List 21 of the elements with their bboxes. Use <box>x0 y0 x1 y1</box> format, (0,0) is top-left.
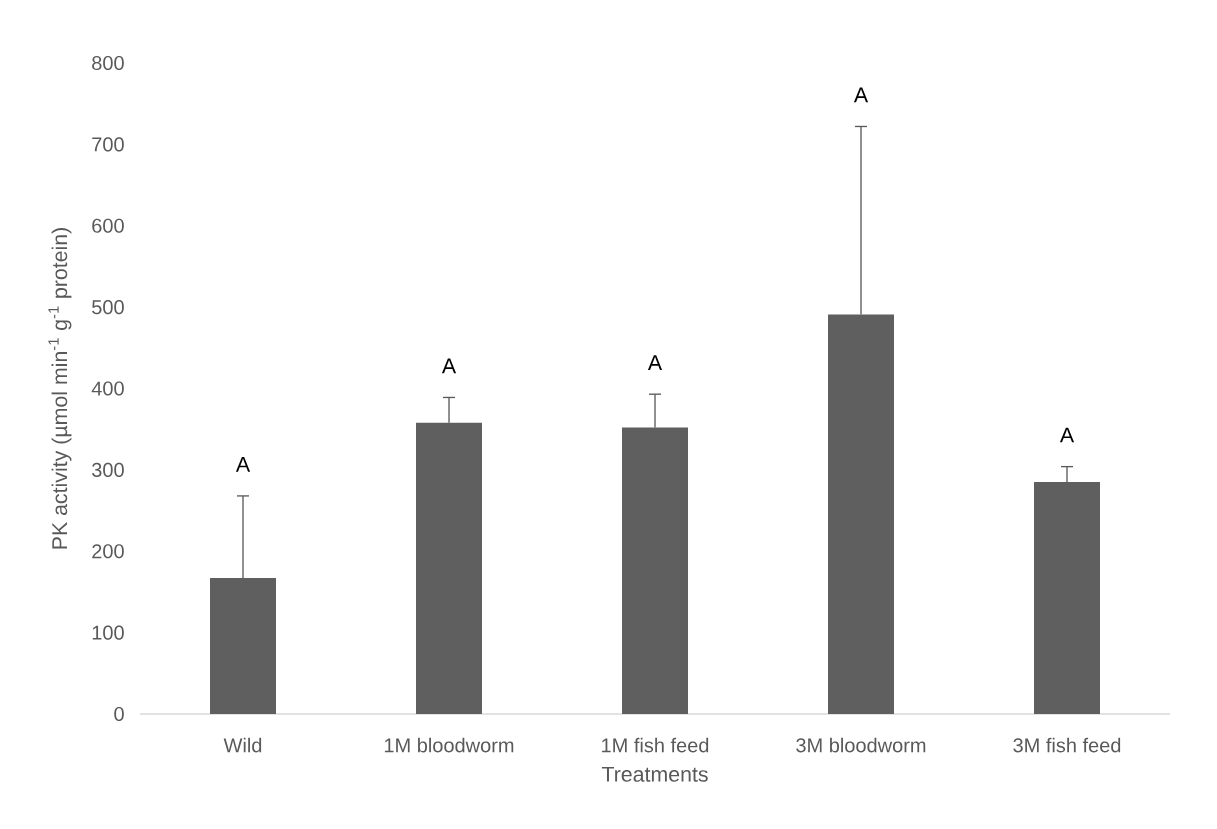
y-tick-label: 0 <box>114 706 124 722</box>
y-axis-title: PK activity (µmol min$^{-1}$ g$^{-1}$ protein) <box>48 228 72 549</box>
x-tick-label: 1M fish feed <box>602 737 709 753</box>
y-tick-label: 200 <box>92 544 124 559</box>
x-tick-label: 3M bloodworm <box>796 737 926 753</box>
annotation: A <box>647 355 663 370</box>
x-tick-label: Wild <box>223 737 262 753</box>
annotation: A <box>441 358 457 374</box>
x-tick-label: 1M bloodworm <box>384 737 514 753</box>
y-tick-label: 300 <box>92 462 124 477</box>
annotation: A <box>235 456 251 472</box>
x-tick-label: 3M fish feed <box>1013 737 1121 753</box>
annotation: A <box>1059 427 1075 443</box>
x-axis-title: Treatments <box>601 766 708 782</box>
y-tick-label: 700 <box>92 137 124 152</box>
y-tick-label: 800 <box>92 55 124 71</box>
annotation: A <box>853 87 869 103</box>
y-tick-label: 100 <box>92 625 124 640</box>
y-tick-label: 500 <box>92 300 124 315</box>
y-tick-label: 600 <box>92 218 124 233</box>
y-tick-label: 400 <box>91 381 124 396</box>
